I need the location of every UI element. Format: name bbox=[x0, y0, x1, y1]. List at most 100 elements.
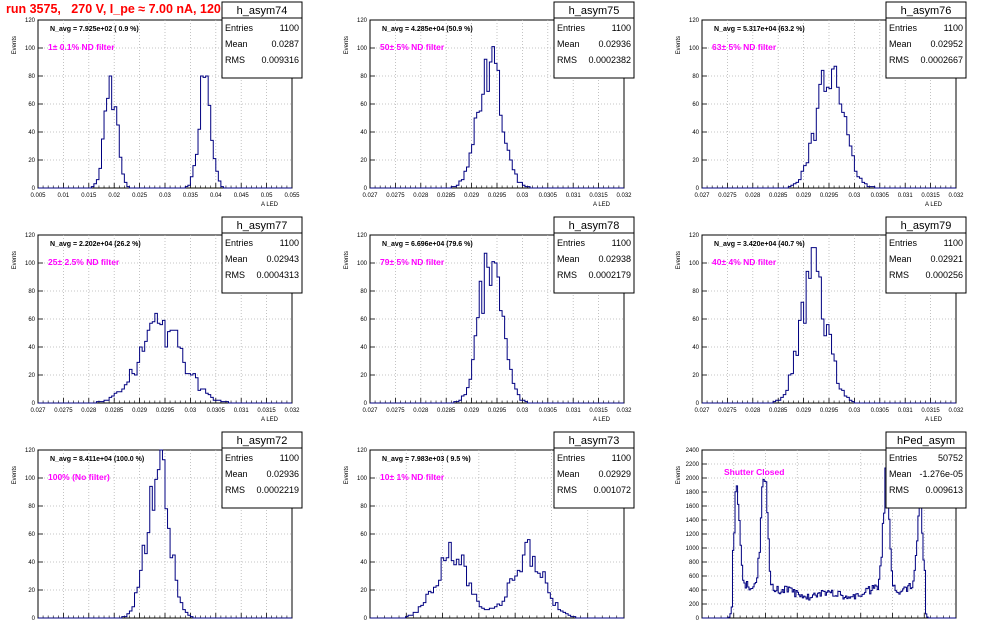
y-tick-label: 0 bbox=[696, 186, 700, 192]
x-axis-title: A LED bbox=[593, 417, 611, 423]
stats-box bbox=[885, 431, 967, 509]
stats-value: 0.02938 bbox=[598, 254, 631, 264]
y-tick-label: 120 bbox=[357, 448, 368, 454]
filter-label: Shutter Closed bbox=[724, 467, 784, 477]
x-tick-label: 0.0285 bbox=[105, 408, 124, 414]
x-tick-label: 0.03 bbox=[517, 408, 529, 414]
stats-value: 1100 bbox=[612, 453, 631, 463]
stats-title: h_asym72 bbox=[237, 435, 288, 447]
y-tick-label: 40 bbox=[360, 130, 367, 136]
stats-label: Mean bbox=[225, 254, 248, 264]
y-tick-label: 80 bbox=[28, 289, 35, 295]
y-tick-label: 20 bbox=[360, 158, 367, 164]
y-axis-title: Events bbox=[344, 251, 350, 269]
y-tick-label: 1800 bbox=[686, 490, 700, 496]
filter-label: 25± 2.5% ND filter bbox=[48, 257, 120, 267]
y-tick-label: 120 bbox=[357, 18, 368, 24]
stats-label: Entries bbox=[557, 238, 586, 248]
x-tick-label: 0.035 bbox=[183, 193, 199, 199]
x-tick-label: 0.0295 bbox=[156, 408, 175, 414]
histogram-bars bbox=[702, 65, 956, 189]
y-tick-label: 100 bbox=[357, 261, 368, 267]
x-tick-label: 0.031 bbox=[234, 408, 250, 414]
x-tick-label: 0.03 bbox=[849, 408, 861, 414]
stats-value: 0.009613 bbox=[925, 485, 963, 495]
stats-value: 0.0004313 bbox=[256, 270, 299, 280]
x-tick-label: 0.0305 bbox=[207, 408, 226, 414]
stats-value: 1100 bbox=[944, 23, 963, 33]
y-tick-label: 20 bbox=[360, 588, 367, 594]
stats-label: RMS bbox=[225, 55, 245, 65]
y-tick-label: 800 bbox=[689, 560, 700, 566]
y-tick-label: 2400 bbox=[686, 448, 700, 454]
histogram-bars bbox=[370, 539, 624, 619]
y-tick-label: 0 bbox=[32, 186, 36, 192]
x-tick-label: 0.027 bbox=[30, 408, 46, 414]
x-tick-label: 0.0305 bbox=[871, 408, 890, 414]
y-tick-label: 80 bbox=[28, 74, 35, 80]
x-tick-label: 0.029 bbox=[132, 408, 148, 414]
stats-label: Entries bbox=[225, 23, 254, 33]
navg-label: N_avg = 6.696e+04 (79.6 %) bbox=[382, 241, 473, 248]
filter-label: 63± 5% ND filter bbox=[712, 42, 777, 52]
y-tick-label: 120 bbox=[689, 233, 700, 239]
stats-title: hPed_asym bbox=[897, 435, 955, 447]
y-tick-label: 40 bbox=[28, 560, 35, 566]
y-tick-label: 60 bbox=[360, 532, 367, 538]
navg-label: N_avg = 8.411e+04 (100.0 %) bbox=[50, 456, 144, 463]
x-tick-label: 0.0275 bbox=[718, 193, 737, 199]
stats-value: 1100 bbox=[612, 23, 631, 33]
x-tick-label: 0.0275 bbox=[718, 408, 737, 414]
x-axis-title: A LED bbox=[261, 202, 279, 208]
x-tick-label: 0.0285 bbox=[769, 193, 788, 199]
x-tick-label: 0.028 bbox=[745, 408, 761, 414]
histogram-bars bbox=[702, 247, 956, 404]
stats-label: Mean bbox=[557, 39, 580, 49]
histogram-panel-h_asym72: 0.0270.02750.0280.02850.0290.02950.030.0… bbox=[12, 431, 303, 622]
y-axis-title: Events bbox=[12, 251, 18, 269]
histogram-panel-h_asym78: 0.027 0.0275 0.028 0.0285 0.029 0.0295 0.03 0.0… bbox=[344, 216, 635, 423]
x-tick-label: 0.028 bbox=[81, 408, 97, 414]
y-axis-title: Events bbox=[676, 251, 682, 269]
x-tick-label: 0.0315 bbox=[921, 193, 940, 199]
y-tick-label: 0 bbox=[32, 616, 36, 622]
y-tick-label: 0 bbox=[364, 186, 368, 192]
filter-label: 100% (No filter) bbox=[48, 472, 110, 482]
stats-label: Mean bbox=[889, 254, 912, 264]
stats-value: 0.02921 bbox=[930, 254, 963, 264]
x-tick-label: 0.032 bbox=[948, 193, 964, 199]
y-tick-label: 40 bbox=[28, 345, 35, 351]
stats-box bbox=[885, 216, 967, 294]
histogram-bars bbox=[702, 467, 956, 619]
stats-value: 0.02936 bbox=[598, 39, 631, 49]
navg-label: N_avg = 5.317e+04 (63.2 %) bbox=[714, 26, 805, 33]
x-tick-label: 0.0305 bbox=[539, 408, 558, 414]
stats-box bbox=[553, 1, 635, 79]
x-tick-label: 0.029 bbox=[796, 408, 812, 414]
y-tick-label: 80 bbox=[360, 74, 367, 80]
y-tick-label: 60 bbox=[692, 317, 699, 323]
x-tick-label: 0.027 bbox=[362, 408, 378, 414]
stats-box bbox=[221, 431, 303, 509]
y-tick-label: 20 bbox=[692, 373, 699, 379]
x-tick-label: 0.0275 bbox=[386, 408, 405, 414]
x-tick-label: 0.0275 bbox=[54, 408, 73, 414]
stats-title: h_asym78 bbox=[569, 220, 620, 232]
filter-label: 1± 0.1% ND filter bbox=[48, 42, 115, 52]
stats-value: 0.0002179 bbox=[588, 270, 631, 280]
y-tick-label: 2000 bbox=[686, 476, 700, 482]
stats-value: 1100 bbox=[612, 238, 631, 248]
x-tick-label: 0.055 bbox=[284, 193, 300, 199]
y-tick-label: 600 bbox=[689, 574, 700, 580]
stats-label: RMS bbox=[889, 270, 909, 280]
stats-label: Mean bbox=[557, 254, 580, 264]
y-tick-label: 100 bbox=[689, 261, 700, 267]
histogram-bars bbox=[38, 449, 292, 619]
y-tick-label: 100 bbox=[25, 261, 36, 267]
x-tick-label: 0.028 bbox=[745, 193, 761, 199]
stats-title: h_asym76 bbox=[901, 5, 952, 17]
x-tick-label: 0.03 bbox=[159, 193, 171, 199]
x-axis-title: A LED bbox=[925, 202, 943, 208]
y-tick-label: 120 bbox=[357, 233, 368, 239]
